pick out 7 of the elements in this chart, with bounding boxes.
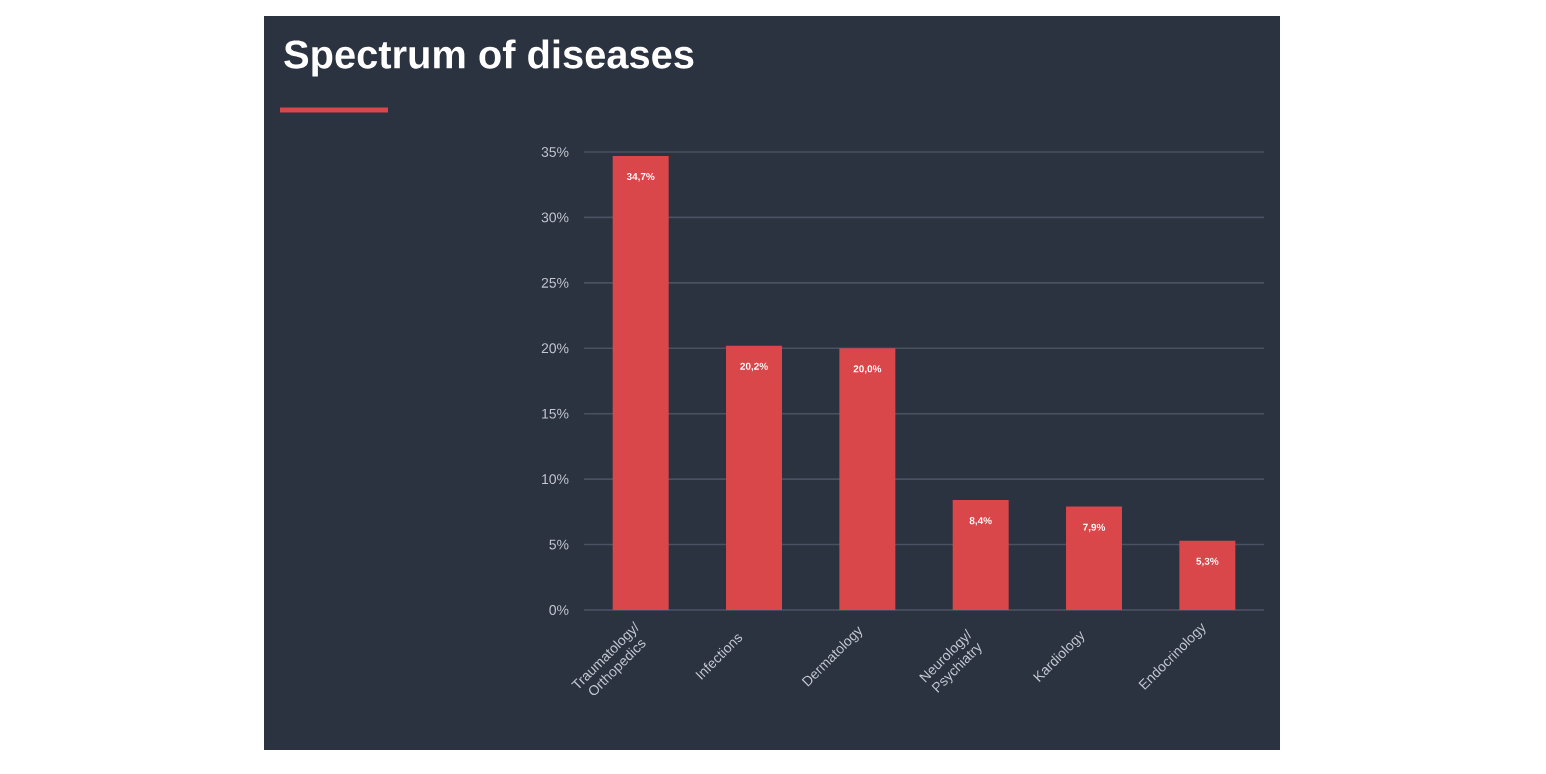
chart-title: Spectrum of diseases bbox=[284, 39, 694, 77]
bar bbox=[952, 500, 1009, 610]
bar bbox=[726, 345, 783, 610]
bar bbox=[839, 348, 896, 610]
bar bbox=[1066, 506, 1123, 610]
bar bbox=[612, 155, 669, 610]
bar bbox=[1179, 540, 1236, 610]
